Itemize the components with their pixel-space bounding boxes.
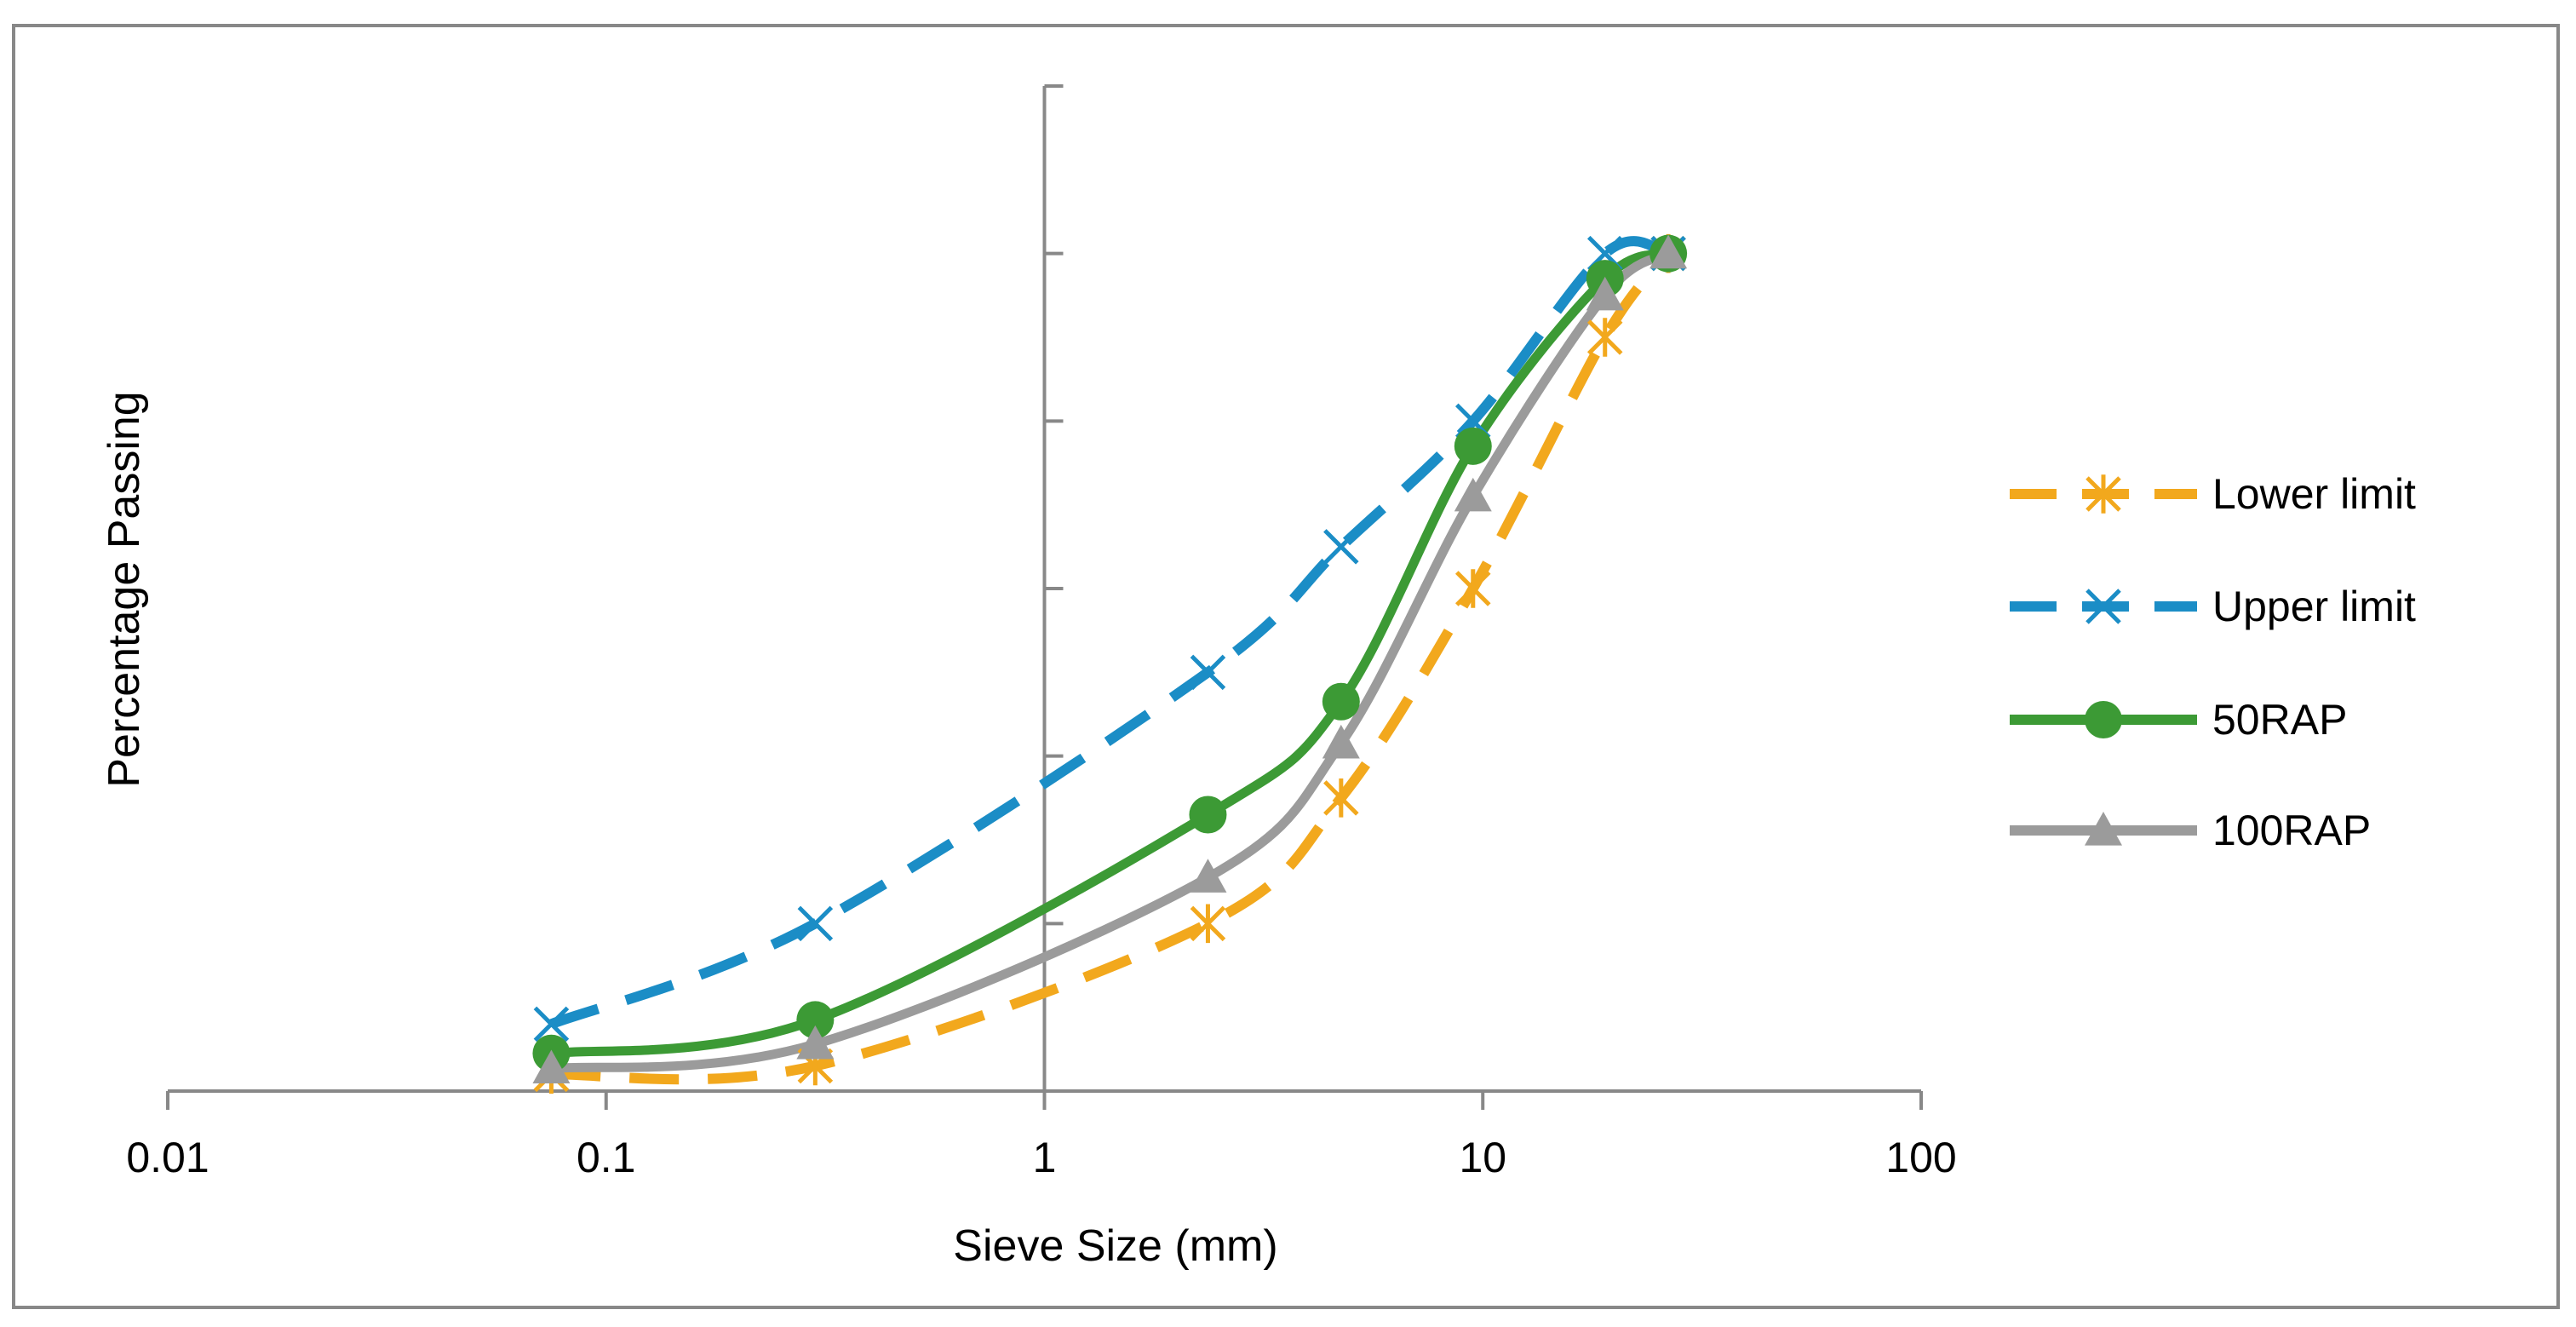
legend-marker [2085, 701, 2122, 738]
marker-shape [796, 1025, 835, 1060]
data-point-100rap [1586, 276, 1624, 311]
legend-item-lower-limit: Lower limit [2010, 470, 2416, 518]
x-tick-labels: 0.01 0.1 1 10 100 [126, 1134, 1956, 1181]
data-point-100rap [532, 1049, 571, 1084]
data-point-upper-limit [1190, 654, 1226, 691]
legend-label: 50RAP [2212, 696, 2347, 744]
marker-shape [1586, 276, 1624, 311]
marker-stroke [2085, 589, 2121, 624]
x-tick-label: 0.1 [577, 1134, 636, 1181]
x-tick-label: 1 [1033, 1134, 1057, 1181]
legend-item-upper-limit: Upper limit [2010, 583, 2416, 630]
markers-layer [532, 233, 1688, 1094]
data-point-upper-limit [533, 1006, 570, 1043]
marker-shape [1189, 796, 1227, 834]
data-point-100rap [796, 1025, 835, 1060]
data-point-50rap [1454, 427, 1492, 465]
data-point-50rap [796, 1001, 835, 1039]
legend-label: Lower limit [2212, 470, 2416, 518]
legend-marker [2085, 812, 2122, 846]
legend-marker [2085, 589, 2121, 624]
x-axis-title: Sieve Size (mm) [953, 1221, 1277, 1271]
marker-stroke [1190, 654, 1226, 691]
legend-item-50rap: 50RAP [2010, 696, 2347, 744]
data-point-lower-limit [1586, 318, 1623, 357]
axes-group [166, 84, 1923, 1110]
legend-marker [2085, 474, 2121, 514]
legend: Lower limit Upper limit 50RAP 100RAP [2010, 470, 2416, 854]
marker-shape [2085, 701, 2122, 738]
data-point-50rap [1189, 796, 1227, 834]
marker-stroke [533, 1006, 570, 1043]
marker-shape [1454, 427, 1492, 465]
data-point-100rap [1322, 724, 1360, 759]
chart-border [12, 24, 2560, 1309]
data-point-50rap [1322, 682, 1360, 721]
data-point-100rap [1189, 859, 1227, 893]
y-axis-title: Percentage Passing [100, 391, 149, 787]
legend-label: Upper limit [2212, 583, 2416, 630]
marker-shape [532, 1049, 571, 1084]
marker-stroke [797, 905, 834, 942]
marker-shape [796, 1001, 835, 1039]
marker-shape [1454, 477, 1492, 512]
series-line-upper-limit [549, 236, 1670, 1029]
x-tick-label: 10 [1459, 1134, 1506, 1181]
data-point-100rap [1454, 477, 1492, 512]
data-point-lower-limit [1190, 904, 1226, 944]
x-tick-label: 0.01 [126, 1134, 209, 1181]
data-point-lower-limit [1455, 569, 1491, 608]
marker-shape [1649, 234, 1688, 269]
data-point-upper-limit [1323, 529, 1359, 565]
marker-shape [1322, 682, 1360, 721]
data-point-100rap [1649, 234, 1688, 269]
marker-shape [1322, 724, 1360, 759]
marker-shape [2085, 812, 2122, 846]
legend-label: 100RAP [2212, 807, 2371, 854]
data-point-lower-limit [1323, 778, 1359, 818]
data-point-upper-limit [797, 905, 834, 942]
marker-shape [1189, 859, 1227, 893]
legend-item-100rap: 100RAP [2010, 807, 2371, 854]
x-tick-label: 100 [1885, 1134, 1956, 1181]
marker-stroke [1323, 529, 1359, 565]
